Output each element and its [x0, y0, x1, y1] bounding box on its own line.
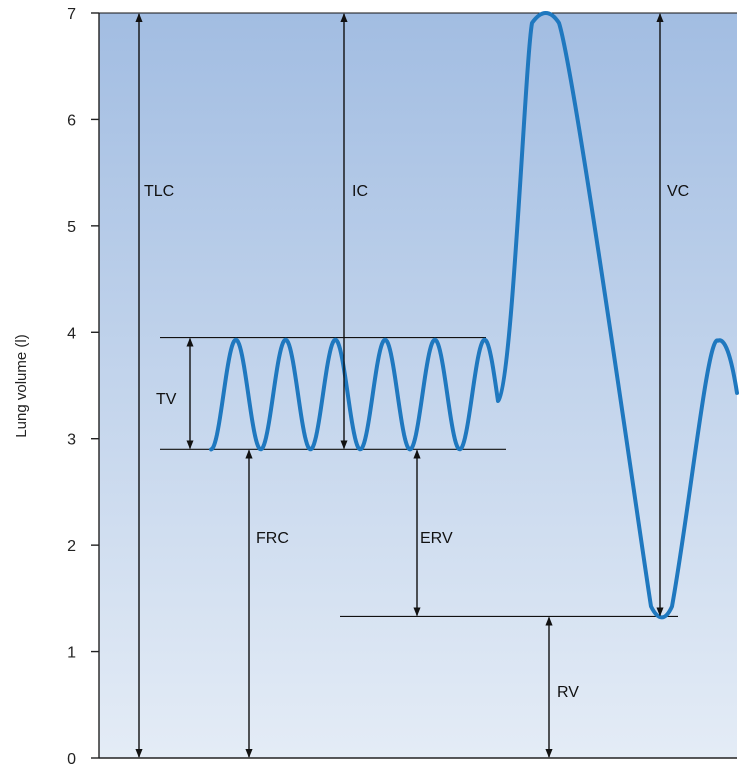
y-tick-label-2: 2	[67, 538, 76, 555]
y-tick-label-1: 1	[67, 645, 76, 662]
label-tv: TV	[156, 391, 177, 408]
label-tlc: TLC	[144, 183, 174, 200]
label-rv: RV	[557, 684, 579, 701]
y-tick-label-6: 6	[67, 112, 76, 129]
y-axis-title: Lung volume (l)	[13, 334, 30, 437]
y-tick-label-4: 4	[67, 325, 76, 342]
label-erv: ERV	[420, 530, 453, 547]
y-tick-label-5: 5	[67, 219, 76, 236]
label-ic: IC	[352, 183, 368, 200]
label-vc: VC	[667, 183, 689, 200]
plot-background	[99, 13, 737, 758]
y-tick-label-3: 3	[67, 432, 76, 449]
y-tick-label-0: 0	[67, 751, 76, 767]
label-frc: FRC	[256, 530, 289, 547]
y-tick-label-7: 7	[67, 6, 76, 23]
spirometry-trace	[209, 11, 739, 620]
